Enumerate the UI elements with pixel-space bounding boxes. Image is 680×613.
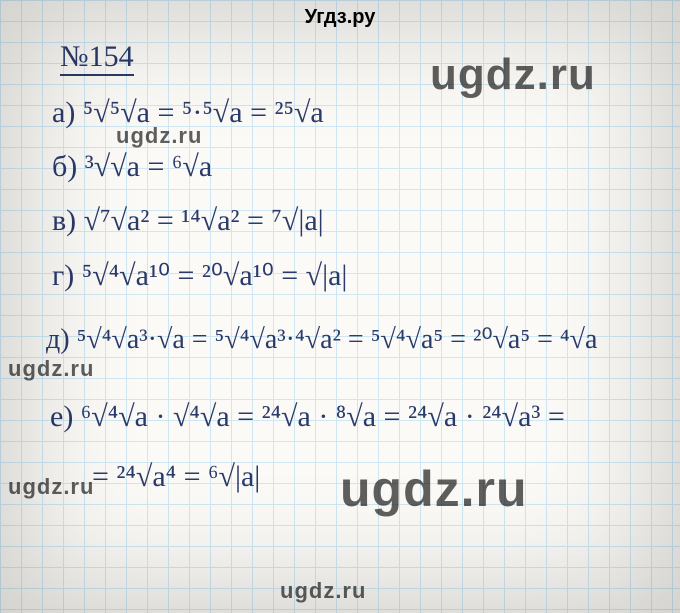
site-header: Угдз.ру xyxy=(0,6,680,29)
watermark-3: ugdz.ru xyxy=(8,356,94,382)
line-e-cont: = ²⁴√a⁴ = ⁶√|a| xyxy=(92,460,260,494)
line-d: д) ⁵√⁴√a³·√a = ⁵√⁴√a³·⁴√a² = ⁵√⁴√a⁵ = ²⁰… xyxy=(46,322,597,356)
line-e: е) ⁶√⁴√a · √⁴√a = ²⁴√a · ⁸√a = ²⁴√a · ²⁴… xyxy=(50,400,565,434)
line-v: в) √⁷√a² = ¹⁴√a² = ⁷√|a| xyxy=(52,204,324,238)
watermark-6: ugdz.ru xyxy=(280,578,366,604)
problem-number-text: №154 xyxy=(60,40,134,76)
watermark-4: ugdz.ru xyxy=(8,474,94,500)
line-b: б) ³√√a = ⁶√a xyxy=(52,150,212,184)
watermark-1: ugdz.ru xyxy=(430,50,596,100)
problem-number: №154 xyxy=(60,40,134,74)
watermark-5: ugdz.ru xyxy=(340,460,528,518)
line-a: а) ⁵√⁵√a = ⁵·⁵√a = ²⁵√a xyxy=(52,96,324,130)
line-g: г) ⁵√⁴√a¹⁰ = ²⁰√a¹⁰ = √|a| xyxy=(52,258,347,293)
